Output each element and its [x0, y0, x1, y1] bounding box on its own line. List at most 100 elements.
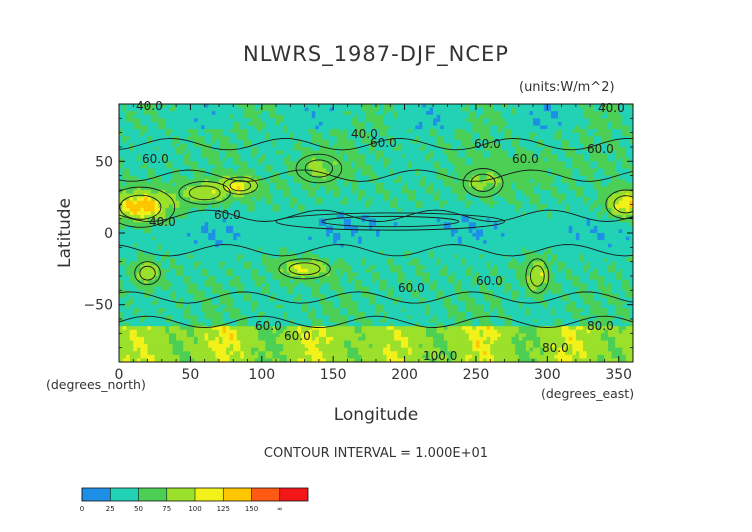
- field-cell: [322, 143, 327, 148]
- field-cell: [351, 197, 356, 202]
- field-cell: [204, 279, 209, 284]
- field-cell: [126, 265, 131, 270]
- field-cell: [226, 254, 231, 259]
- field-cell: [336, 121, 341, 127]
- field-cell: [129, 190, 134, 195]
- field-cell: [215, 268, 220, 274]
- field-cell: [208, 222, 213, 227]
- field-cell: [283, 236, 288, 241]
- field-cell: [161, 175, 166, 180]
- field-cell: [358, 150, 363, 155]
- field-cell: [308, 265, 313, 270]
- field-cell: [354, 283, 359, 288]
- field-cell: [151, 272, 156, 277]
- field-cell: [268, 186, 274, 191]
- field-cell: [190, 161, 195, 166]
- field-cell: [358, 161, 363, 166]
- field-cell: [329, 311, 334, 317]
- field-cell: [297, 297, 302, 302]
- field-cell: [322, 322, 327, 327]
- field-cell: [333, 104, 338, 109]
- field-cell: [179, 193, 184, 198]
- field-cell: [254, 104, 259, 109]
- field-cell: [279, 311, 284, 317]
- field-cell: [119, 236, 124, 241]
- field-cell: [308, 186, 313, 191]
- field-cell: [361, 147, 366, 152]
- field-cell: [265, 179, 270, 184]
- field-cell: [347, 279, 352, 284]
- field-cell: [226, 301, 231, 306]
- field-cell: [279, 204, 284, 209]
- field-cell: [276, 222, 281, 227]
- field-cell: [290, 340, 295, 345]
- field-cell: [133, 279, 138, 284]
- field-cell: [361, 154, 366, 159]
- field-cell: [254, 286, 259, 291]
- field-cell: [358, 107, 363, 112]
- field-cell: [297, 190, 302, 195]
- field-cell: [247, 268, 252, 274]
- field-cell: [126, 157, 131, 162]
- field-cell: [311, 265, 316, 270]
- field-cell: [176, 293, 181, 299]
- field-cell: [318, 308, 324, 313]
- field-cell: [204, 258, 209, 263]
- field-cell: [172, 311, 177, 317]
- field-cell: [354, 147, 359, 152]
- field-cell: [251, 304, 256, 309]
- field-cell: [272, 179, 277, 184]
- field-cell: [186, 179, 191, 184]
- field-cell: [176, 125, 181, 130]
- field-cell: [247, 111, 252, 116]
- field-cell: [329, 293, 334, 299]
- field-cell: [204, 243, 209, 248]
- field-cell: [343, 154, 349, 159]
- field-cell: [254, 336, 259, 342]
- field-cell: [201, 254, 206, 259]
- field-cell: [347, 111, 352, 116]
- field-cell: [254, 247, 259, 252]
- field-cell: [122, 354, 127, 360]
- field-cell: [336, 293, 341, 299]
- field-cell: [251, 347, 256, 352]
- field-cell: [283, 347, 288, 352]
- field-cell: [333, 297, 338, 302]
- field-cell: [318, 104, 324, 109]
- field-cell: [293, 344, 299, 349]
- field-cell: [240, 233, 245, 238]
- field-cell: [286, 222, 291, 227]
- field-cell: [143, 172, 149, 177]
- field-cell: [265, 308, 270, 313]
- field-cell: [201, 111, 206, 116]
- field-cell: [268, 268, 274, 274]
- field-cell: [136, 319, 142, 324]
- field-cell: [176, 154, 181, 159]
- field-cell: [326, 354, 331, 360]
- field-cell: [226, 207, 231, 213]
- field-cell: [343, 358, 349, 362]
- field-cell: [318, 354, 324, 360]
- field-cell: [126, 168, 131, 173]
- field-cell: [326, 254, 331, 259]
- field-cell: [322, 125, 327, 130]
- field-cell: [297, 150, 302, 155]
- field-cell: [201, 301, 206, 306]
- field-cell: [322, 121, 327, 127]
- field-cell: [143, 225, 149, 231]
- field-cell: [304, 268, 309, 274]
- field-cell: [318, 204, 324, 209]
- field-cell: [243, 265, 249, 270]
- field-cell: [354, 182, 359, 188]
- field-cell: [147, 272, 152, 277]
- field-cell: [290, 139, 295, 145]
- field-cell: [247, 229, 252, 234]
- field-cell: [236, 190, 241, 195]
- field-cell: [208, 326, 213, 331]
- field-cell: [133, 107, 138, 112]
- field-cell: [168, 240, 174, 245]
- field-cell: [204, 254, 209, 259]
- field-cell: [340, 139, 345, 145]
- field-cell: [158, 161, 163, 166]
- field-cell: [215, 197, 220, 202]
